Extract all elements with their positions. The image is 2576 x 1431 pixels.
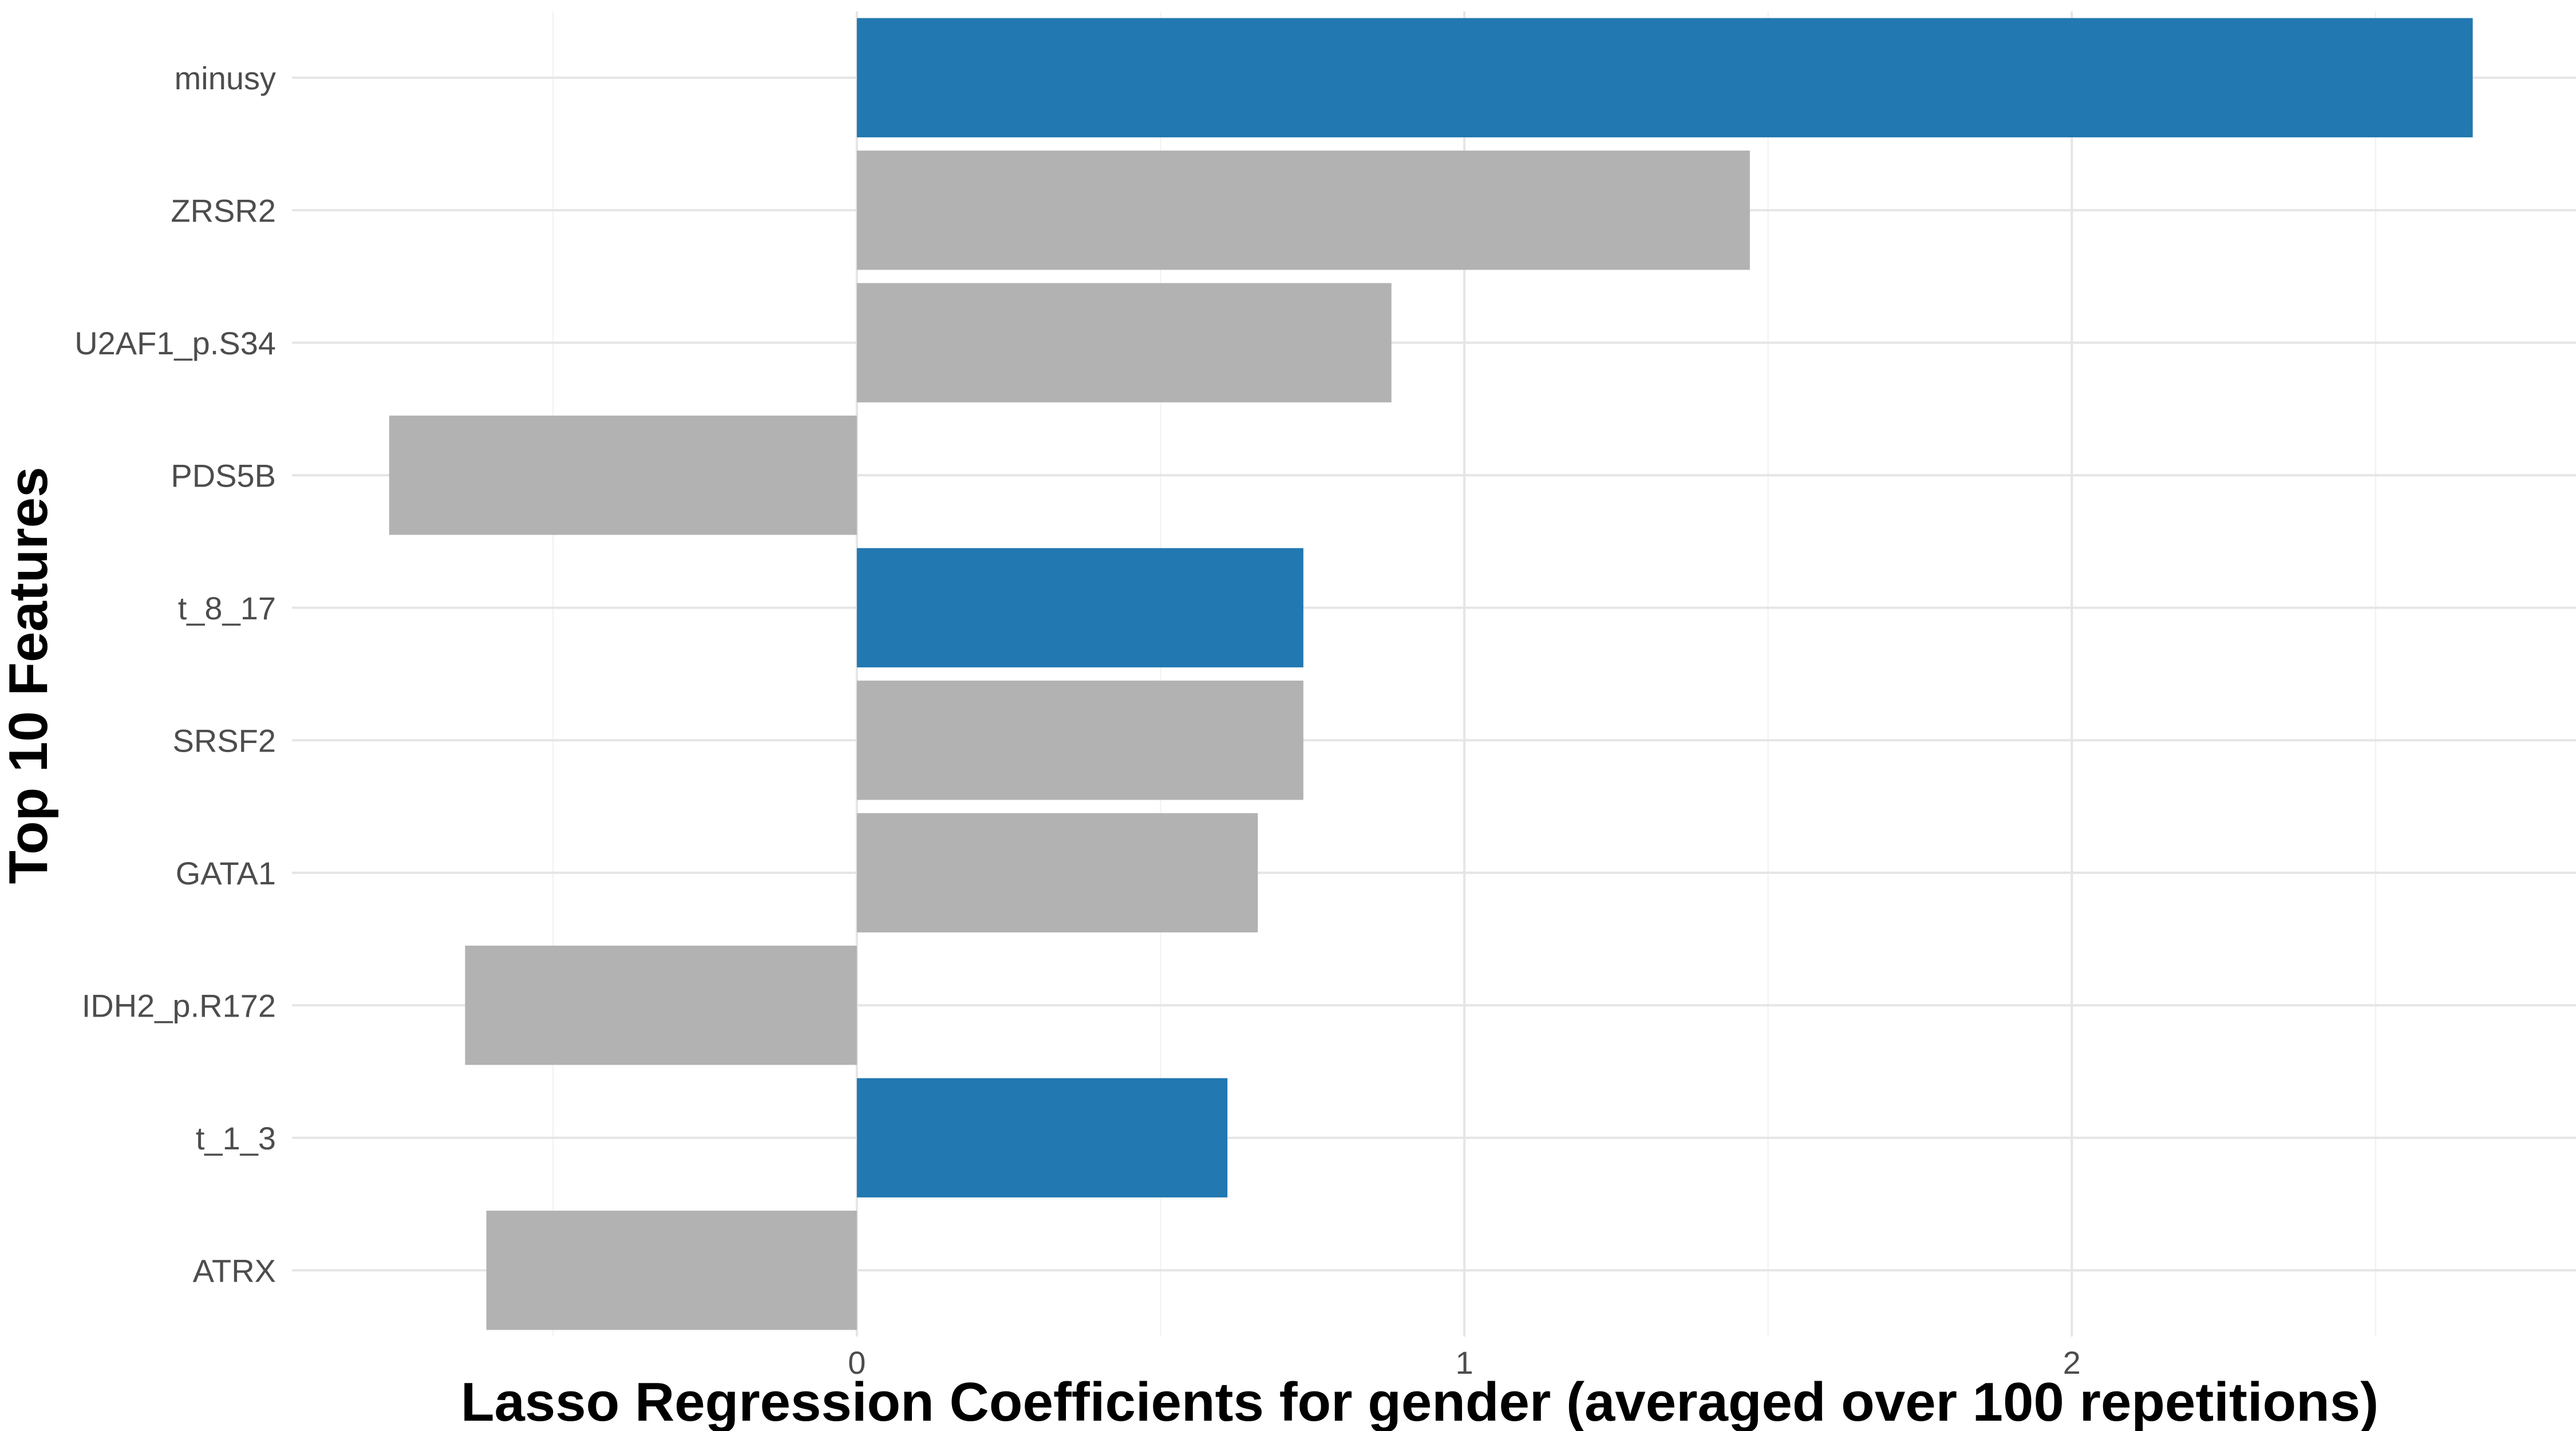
x-tick-label-1: 1	[1455, 1345, 1473, 1381]
bar-minusy	[856, 18, 2473, 137]
x-tick-labels: 0 1 2	[848, 1345, 2080, 1381]
y-tick-labels: minusy ZRSR2 U2AF1_p.S34 PDS5B t_8_17 SRSF2 GA…	[74, 60, 276, 1289]
y-tick-label-IDH2_p.R172: IDH2_p.R172	[82, 987, 276, 1023]
bar-PDS5B	[389, 416, 857, 535]
y-tick-label-minusy: minusy	[175, 60, 276, 96]
y-tick-label-GATA1: GATA1	[176, 855, 276, 891]
y-tick-label-t_1_3: t_1_3	[196, 1120, 276, 1156]
x-axis-title: Lasso Regression Coefficients for gender…	[461, 1371, 2379, 1431]
bar-GATA1	[856, 813, 1258, 932]
bar-t_8_17	[856, 548, 1303, 667]
y-tick-label-t_8_17: t_8_17	[178, 590, 276, 626]
y-tick-label-U2AF1_p.S34: U2AF1_p.S34	[74, 325, 276, 361]
x-tick-label-0: 0	[848, 1345, 866, 1381]
y-tick-label-PDS5B: PDS5B	[171, 457, 276, 493]
bar-ATRX	[486, 1211, 857, 1330]
bar-U2AF1_p.S34	[856, 283, 1392, 402]
bar-ZRSR2	[856, 151, 1750, 270]
x-tick-label-2: 2	[2063, 1345, 2081, 1381]
y-axis-title: Top 10 Features	[0, 467, 59, 884]
y-tick-label-ZRSR2: ZRSR2	[171, 192, 276, 228]
bar-t_1_3	[856, 1078, 1228, 1197]
y-tick-label-SRSF2: SRSF2	[173, 722, 276, 758]
y-tick-label-ATRX: ATRX	[193, 1252, 276, 1288]
bars	[389, 18, 2473, 1330]
bar-IDH2_p.R172	[465, 946, 857, 1065]
bar-SRSF2	[856, 681, 1303, 800]
